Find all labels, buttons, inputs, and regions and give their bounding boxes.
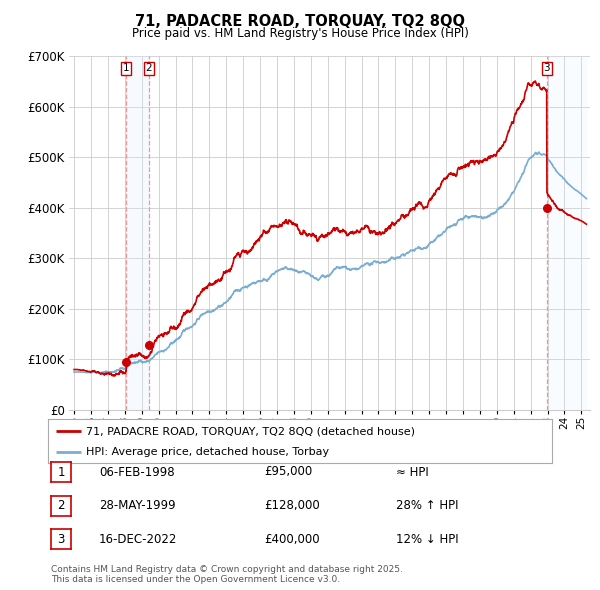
Text: Contains HM Land Registry data © Crown copyright and database right 2025.
This d: Contains HM Land Registry data © Crown c… [51, 565, 403, 584]
Text: £95,000: £95,000 [264, 466, 312, 478]
Text: 16-DEC-2022: 16-DEC-2022 [99, 533, 178, 546]
Text: HPI: Average price, detached house, Torbay: HPI: Average price, detached house, Torb… [86, 447, 329, 457]
Text: 1: 1 [123, 63, 130, 73]
Bar [547, 56, 586, 410]
Text: ≈ HPI: ≈ HPI [396, 466, 429, 478]
Text: £400,000: £400,000 [264, 533, 320, 546]
Bar [127, 56, 149, 410]
Text: £128,000: £128,000 [264, 499, 320, 512]
Text: 28% ↑ HPI: 28% ↑ HPI [396, 499, 458, 512]
Text: 12% ↓ HPI: 12% ↓ HPI [396, 533, 458, 546]
Text: 71, PADACRE ROAD, TORQUAY, TQ2 8QQ: 71, PADACRE ROAD, TORQUAY, TQ2 8QQ [135, 14, 465, 28]
Text: 3: 3 [58, 533, 65, 546]
Text: 28-MAY-1999: 28-MAY-1999 [99, 499, 176, 512]
Text: 06-FEB-1998: 06-FEB-1998 [99, 466, 175, 478]
Text: 3: 3 [544, 63, 550, 73]
Text: 2: 2 [145, 63, 152, 73]
Text: 2: 2 [58, 499, 65, 512]
Text: 1: 1 [58, 466, 65, 478]
Text: 71, PADACRE ROAD, TORQUAY, TQ2 8QQ (detached house): 71, PADACRE ROAD, TORQUAY, TQ2 8QQ (deta… [86, 427, 415, 436]
Text: Price paid vs. HM Land Registry's House Price Index (HPI): Price paid vs. HM Land Registry's House … [131, 27, 469, 40]
